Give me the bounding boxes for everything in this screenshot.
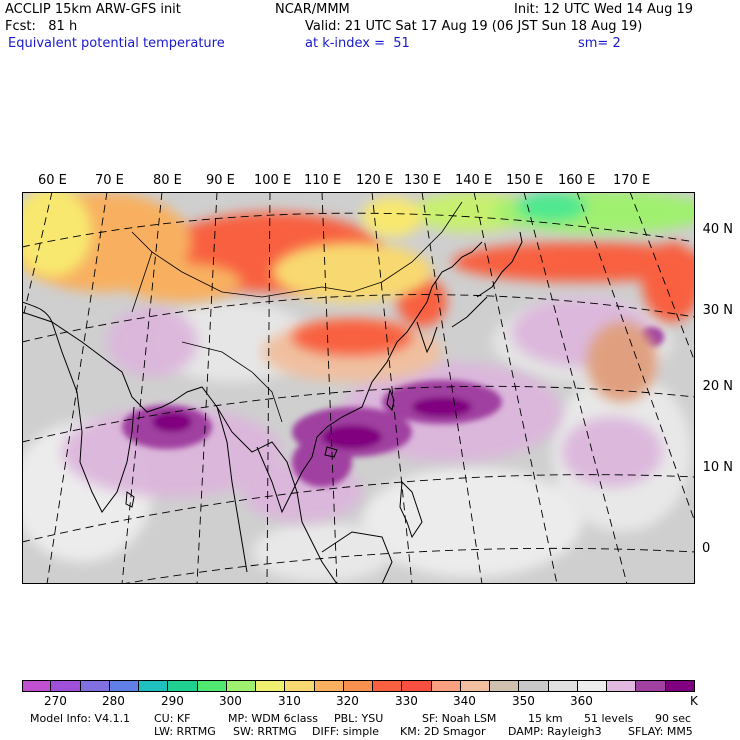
colorbar-swatch (490, 680, 520, 692)
colorbar-swatch (577, 680, 608, 692)
colorbar-swatch (226, 680, 257, 692)
colorbar-tick-label: 270 (44, 694, 67, 708)
km-option: KM: 2D Smagor (400, 725, 486, 738)
lon-label: 80 E (153, 173, 182, 188)
field-name: Equivalent potential temperature (8, 36, 225, 51)
smoothing: sm= 2 (578, 36, 621, 51)
graticule (22, 192, 695, 584)
colorbar-swatch (431, 680, 461, 692)
lon-label: 160 E (558, 173, 596, 188)
colorbar-swatch (460, 680, 491, 692)
init-time: Init: 12 UTC Wed 14 Aug 19 (514, 2, 694, 17)
shortwave-scheme: SW: RRTMG (233, 725, 297, 738)
colorbar-swatch (636, 680, 666, 692)
coastlines (22, 201, 523, 584)
colorbar-swatch (343, 680, 374, 692)
colorbar-swatch (197, 680, 227, 692)
purple-high-theta-e (122, 327, 664, 487)
colorbar-tick-label: 300 (219, 694, 242, 708)
lon-label: 60 E (38, 173, 67, 188)
colorbar-swatch (314, 680, 344, 692)
colorbar-swatch (607, 680, 637, 692)
colorbar-tick-label: 290 (161, 694, 184, 708)
colorbar-frame (22, 680, 695, 692)
timestep: 90 sec (655, 712, 692, 725)
colorbar-swatch (22, 680, 52, 692)
damping-option: DAMP: Rayleigh3 (508, 725, 602, 738)
model-info: Model Info: V4.1.1 (30, 712, 131, 725)
lat-label: 20 N (702, 379, 733, 394)
lat-label: 40 N (702, 222, 733, 237)
lon-label: 70 E (95, 173, 124, 188)
longwave-scheme: LW: RRTMG (154, 725, 216, 738)
lon-label: 100 E (254, 173, 292, 188)
pbl-scheme: PBL: YSU (334, 712, 384, 725)
surface-scheme: SF: Noah LSM (422, 712, 497, 725)
theta-e-map[interactable] (22, 192, 695, 584)
colorbar-swatch (139, 680, 169, 692)
colorbar-tick-label: 340 (453, 694, 476, 708)
lon-label: 110 E (304, 173, 342, 188)
lon-label: 150 E (506, 173, 544, 188)
colorbar-tick-label: 280 (102, 694, 125, 708)
colorbar-swatch (109, 680, 140, 692)
colorbar-swatch (51, 680, 81, 692)
yellow-green-band (22, 192, 695, 277)
diffusion-scheme: DIFF: simple (312, 725, 380, 738)
center-label: NCAR/MMM (275, 2, 350, 17)
colorbar-swatch (402, 680, 432, 692)
colorbar-swatch (80, 680, 110, 692)
colorbar-swatch (168, 680, 198, 692)
lon-label: 170 E (613, 173, 651, 188)
lon-label: 130 E (404, 173, 442, 188)
valid-time: Valid: 21 UTC Sat 17 Aug 19 (06 JST Sun … (305, 19, 643, 34)
colorbar-swatch (519, 680, 549, 692)
lat-label: 0 (702, 541, 711, 556)
colorbar-tick-label: 360 (570, 694, 593, 708)
colorbar-unit: K (690, 694, 698, 708)
lon-label: 120 E (356, 173, 394, 188)
model-title: ACCLIP 15km ARW-GFS init (5, 2, 181, 17)
colorbar-tick-label: 350 (512, 694, 535, 708)
surface-layer-scheme: SFLAY: MM5 (628, 725, 693, 738)
forecast-hour: Fcst: 81 h (5, 19, 78, 34)
colorbar-tick-label: 320 (336, 694, 359, 708)
vertical-levels: 51 levels (584, 712, 634, 725)
map-frame (22, 192, 695, 584)
lat-label: 30 N (702, 303, 733, 318)
cumulus-scheme: CU: KF (154, 712, 191, 725)
colorbar (22, 680, 695, 692)
colorbar-swatch (373, 680, 403, 692)
lon-label: 140 E (455, 173, 493, 188)
microphysics-scheme: MP: WDM 6class (228, 712, 318, 725)
level-index: at k-index = 51 (305, 36, 410, 51)
colorbar-tick-label: 330 (395, 694, 418, 708)
colorbar-tick-label: 310 (278, 694, 301, 708)
grid-resolution: 15 km (528, 712, 563, 725)
lon-label: 90 E (206, 173, 235, 188)
colorbar-swatch (256, 680, 286, 692)
colorbar-swatch (285, 680, 315, 692)
colorbar-swatch (548, 680, 578, 692)
lat-label: 10 N (702, 460, 733, 475)
